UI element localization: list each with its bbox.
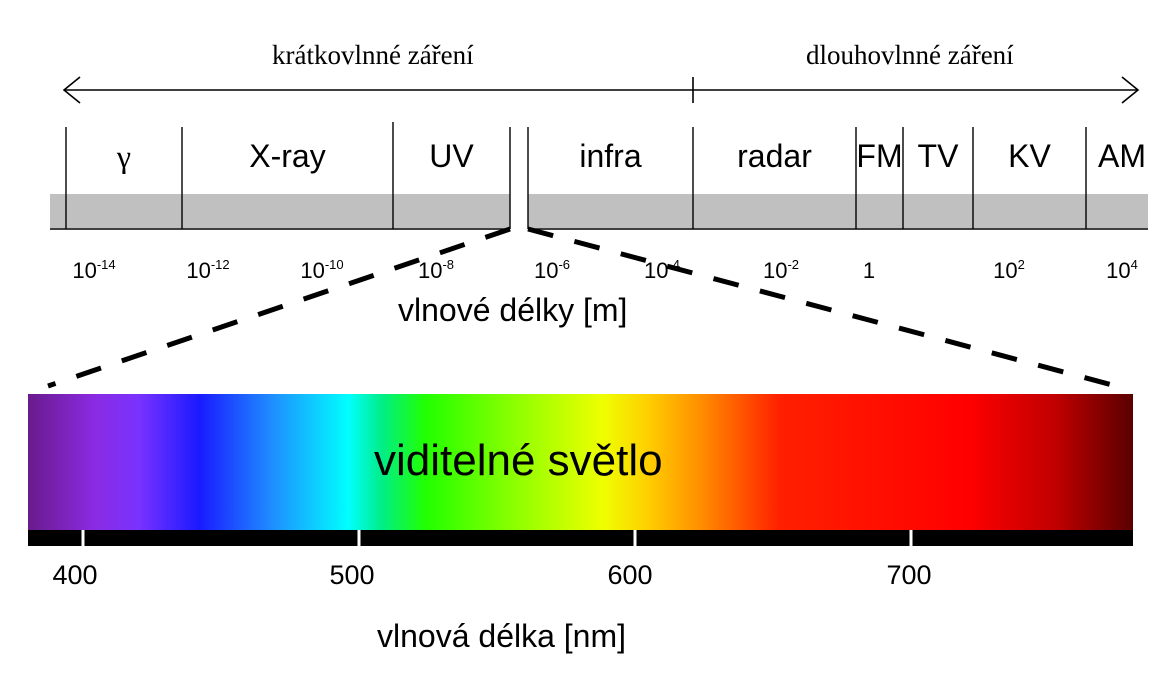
wavelength-tick: 10-2 xyxy=(762,257,800,283)
nm-tick-700: 700 xyxy=(886,560,932,590)
nm-axis-label: vlnová délka [nm] xyxy=(377,618,627,654)
header-double-arrow xyxy=(62,76,1140,104)
visible-spectrum-bar xyxy=(28,394,1133,530)
em-band-right xyxy=(528,194,1148,228)
band-label-infra: infra xyxy=(579,138,642,174)
zoom-line-right xyxy=(527,226,1117,389)
short-wave-label: krátkovlnné záření xyxy=(272,40,474,70)
nm-tick-400: 400 xyxy=(52,560,98,590)
wavelength-tick: 10-8 xyxy=(417,257,455,283)
band-label-tv: TV xyxy=(917,138,959,174)
band-dividers xyxy=(65,122,1087,229)
wavelength-tick: 104 xyxy=(1106,257,1138,283)
wavelength-tick: 10-12 xyxy=(186,257,230,283)
visible-scale-ticks xyxy=(81,530,913,547)
visible-light-label: viditelné světlo xyxy=(374,436,663,485)
band-label-xray: X-ray xyxy=(249,138,326,174)
visible-scale-bar xyxy=(28,530,1133,546)
wavelength-tick: 10-6 xyxy=(533,257,571,283)
band-label-gamma: γ xyxy=(116,138,132,174)
wavelength-axis-label: vlnové délky [m] xyxy=(398,292,628,328)
band-label-kv: KV xyxy=(1008,138,1051,174)
wavelength-tick: 10-10 xyxy=(300,257,344,283)
em-band-left xyxy=(50,194,510,228)
band-label-fm: FM xyxy=(856,138,903,174)
band-label-am: AM xyxy=(1098,138,1146,174)
wavelength-tick: 10-4 xyxy=(643,257,681,283)
zoom-line-left xyxy=(47,226,511,389)
nm-tick-500: 500 xyxy=(329,560,375,590)
wavelength-tick: 102 xyxy=(993,257,1025,283)
wavelength-tick: 10-14 xyxy=(72,257,116,283)
band-label-radar: radar xyxy=(737,138,812,174)
long-wave-label: dlouhovlnné záření xyxy=(806,40,1014,70)
wavelength-tick: 1 xyxy=(862,258,876,283)
nm-tick-600: 600 xyxy=(607,560,653,590)
band-label-uv: UV xyxy=(429,138,474,174)
